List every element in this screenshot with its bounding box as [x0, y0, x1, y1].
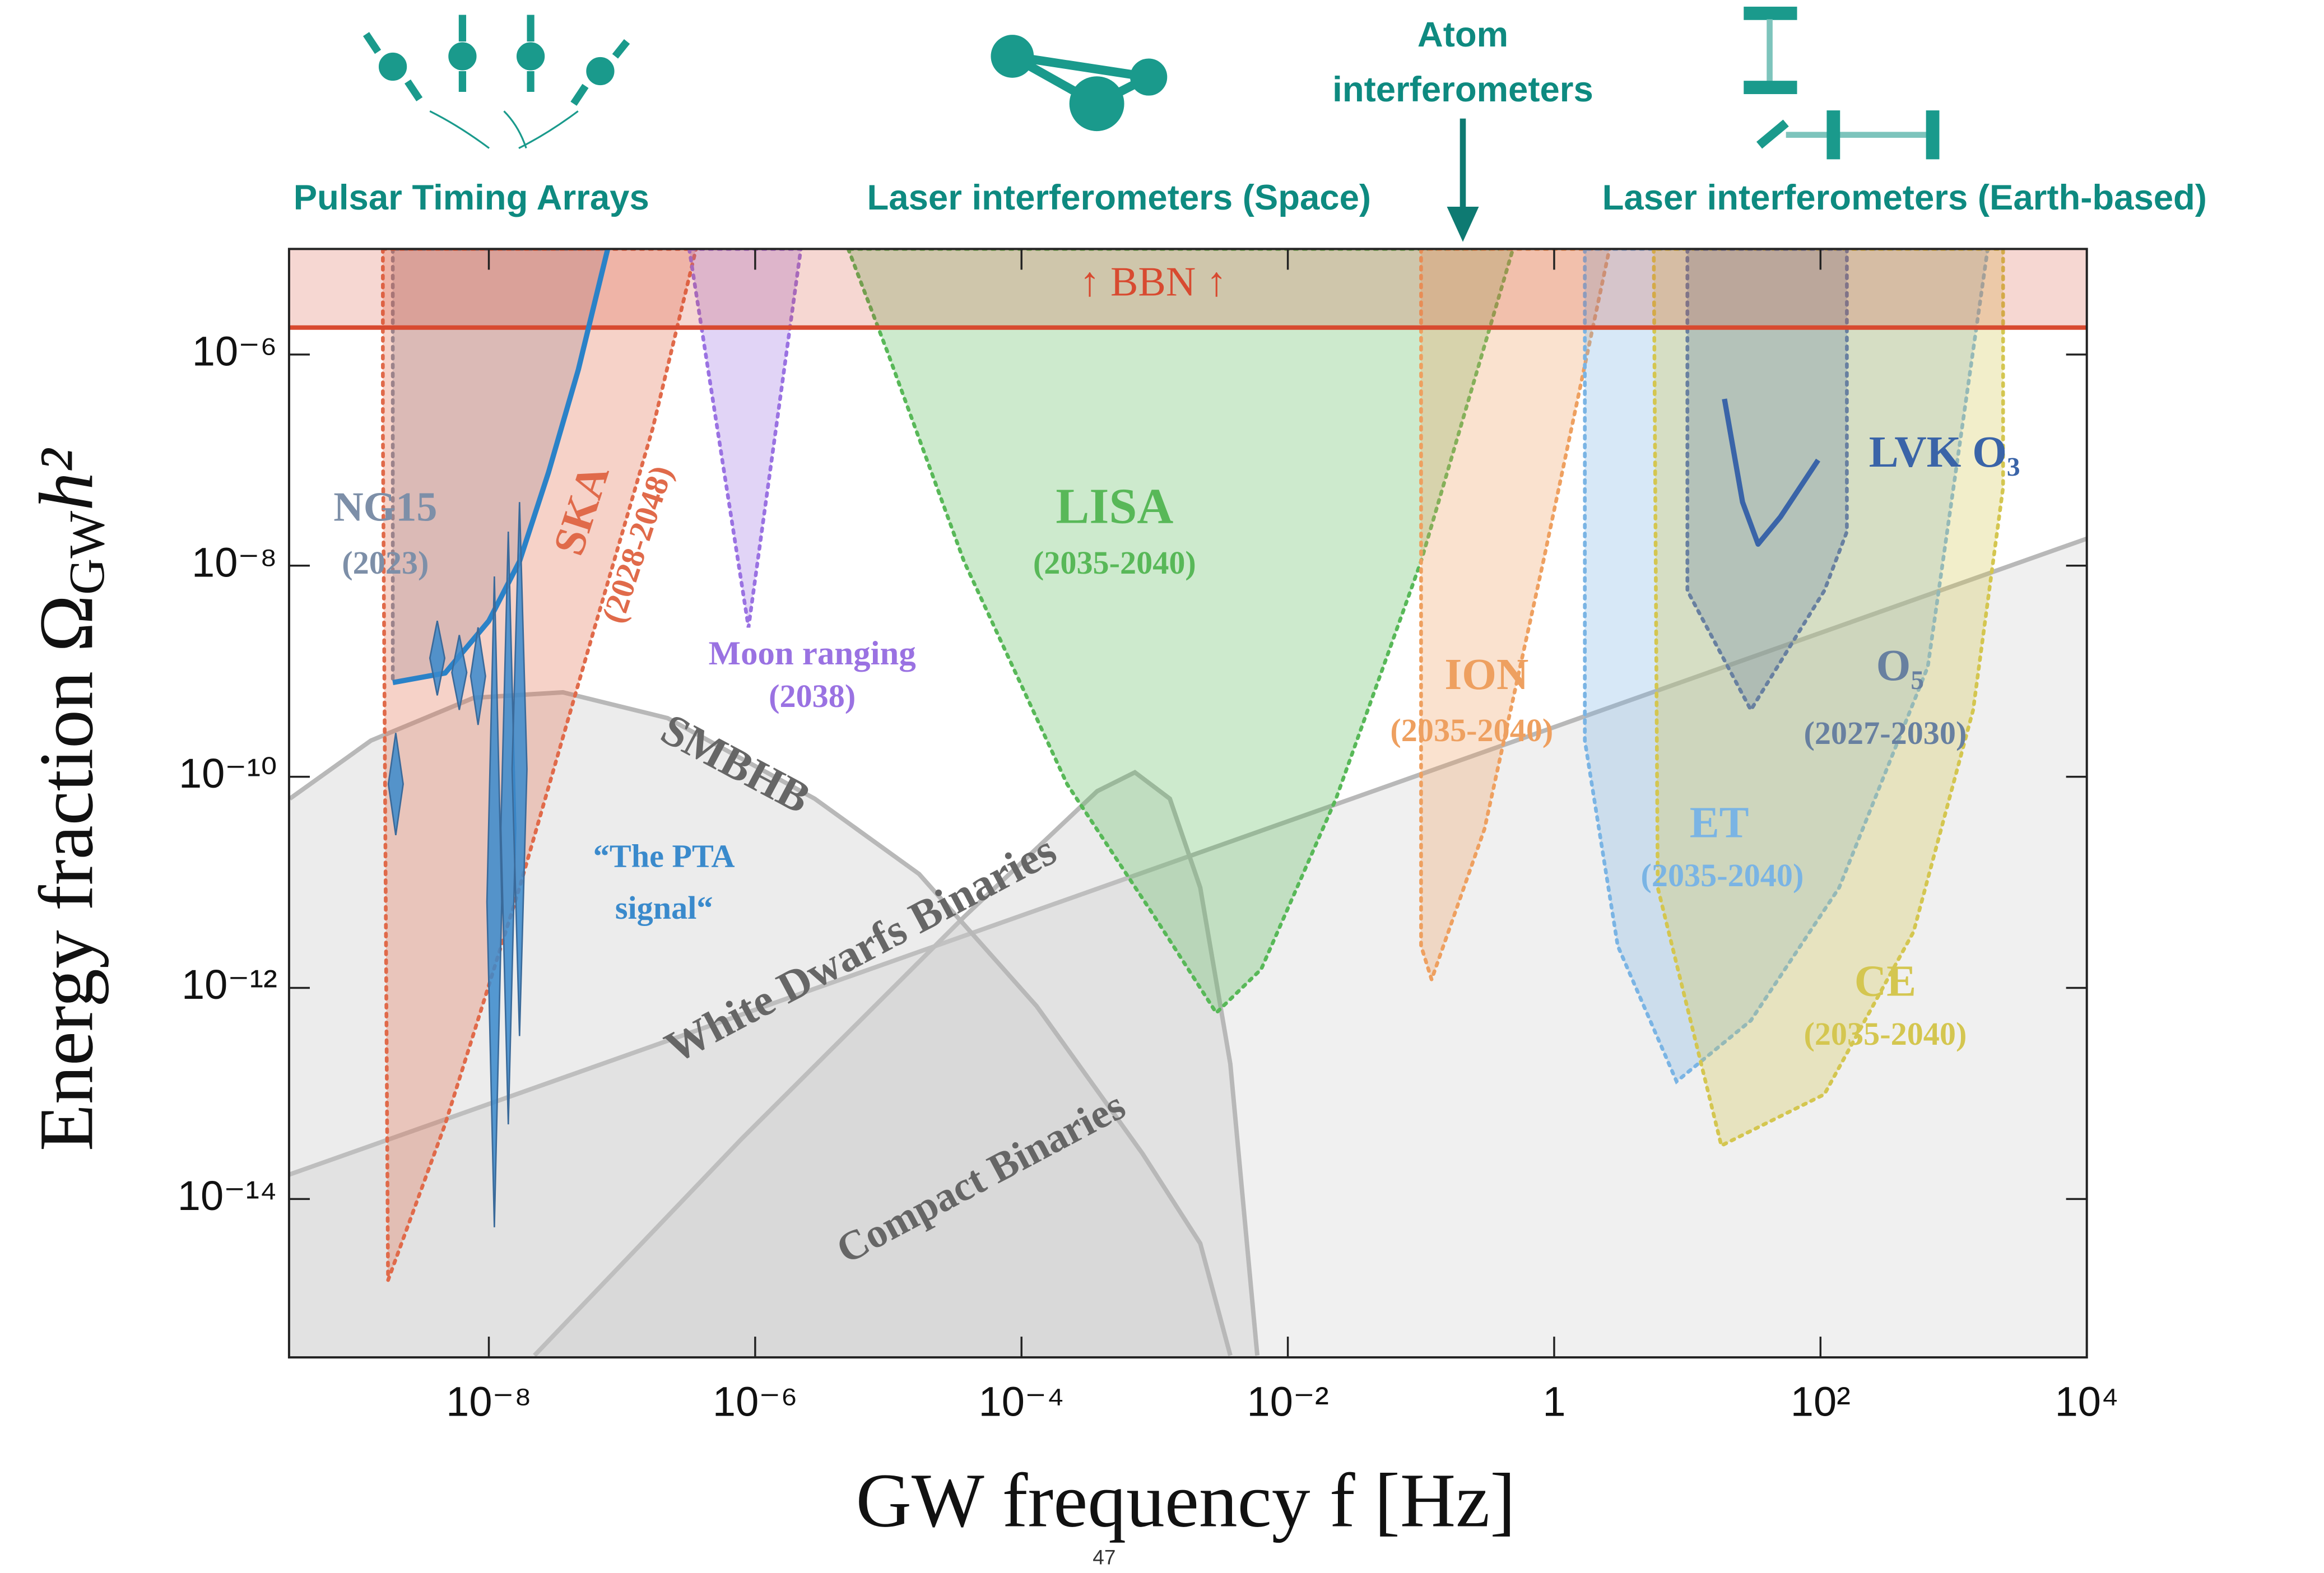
curve-label: LVK O₃ — [1869, 427, 2020, 477]
region-label: (2035-2040) — [1804, 1016, 1967, 1052]
region-label: CE — [1854, 956, 1916, 1006]
region-label: NG15 — [333, 485, 437, 530]
pta-label: signal“ — [615, 890, 713, 926]
plot-area — [289, 249, 2087, 1358]
pta-violin — [511, 502, 528, 1036]
x-tick-label: 10⁻⁸ — [446, 1378, 532, 1425]
y-tick-label: 10⁻¹² — [182, 961, 277, 1008]
sensitivity-region — [1583, 249, 1990, 1085]
space-icon — [991, 35, 1168, 132]
x-tick-label: 10⁻⁴ — [979, 1378, 1065, 1425]
atom-arrow — [1447, 118, 1479, 242]
sensitivity-region — [846, 249, 1515, 1016]
x-tick-label: 1 — [1542, 1378, 1565, 1425]
plot-frame — [287, 248, 2088, 1359]
pta-violin — [470, 627, 486, 725]
x-tick-label: 10⁻² — [1247, 1378, 1329, 1425]
pta-violin — [486, 576, 503, 1227]
region-label: Moon ranging — [709, 635, 916, 672]
sensitivity-region — [381, 249, 698, 1281]
background-fill — [534, 772, 1258, 1358]
y-tick-label: 10⁻¹⁴ — [178, 1172, 277, 1219]
region-label: (2023) — [342, 544, 429, 581]
x-tick-label: 10⁻⁶ — [713, 1378, 798, 1425]
x-tick-label: 10² — [1791, 1378, 1851, 1425]
sensitivity-curve — [1722, 398, 1820, 547]
region-label: ION — [1444, 650, 1528, 699]
background-curve — [289, 690, 1233, 1356]
region-label: (2035-2040) — [1640, 857, 1804, 893]
header-label: Laser interferometers (Earth-based) — [1602, 178, 2207, 217]
region-label: LISA — [1056, 478, 1173, 534]
header-label: interferometers — [1332, 70, 1593, 109]
region-label: O₅ — [1876, 641, 1925, 690]
pta-violin — [387, 733, 404, 835]
y-axis-label-sub: GW — [59, 511, 115, 595]
sensitivity-region — [687, 249, 803, 628]
region-label: (2027-2030) — [1804, 715, 1967, 751]
header-label: Laser interferometers (Space) — [867, 178, 1372, 217]
y-axis-label: Energy fraction ΩGWh² — [23, 448, 115, 1151]
page-number: 47 — [1093, 1546, 1115, 1569]
earth-icon — [1744, 6, 1940, 160]
x-tick-label: 10⁴ — [2055, 1378, 2119, 1425]
pta-violin — [429, 621, 446, 696]
region-label: (2035-2040) — [1390, 712, 1553, 748]
x-axis-label: GW frequency f [Hz] — [856, 1457, 1516, 1543]
pta-icon — [362, 15, 630, 149]
pta-violin — [451, 635, 468, 710]
pta-label: “The PTA — [593, 838, 735, 874]
region-label: (2038) — [769, 678, 856, 714]
y-tick-label: 10⁻⁶ — [192, 328, 277, 374]
background-curve — [533, 770, 1260, 1357]
y-tick-label: 10⁻¹⁰ — [179, 750, 277, 797]
region-label: (2035-2040) — [1033, 544, 1196, 581]
y-axis-label-tail: h² — [23, 448, 109, 511]
background-fill — [289, 538, 2087, 1358]
sensitivity-region — [1419, 249, 1611, 986]
region-label: ET — [1690, 798, 1749, 847]
y-tick-label: 10⁻⁸ — [192, 539, 277, 585]
header-label: Atom — [1417, 15, 1508, 54]
header-label: Pulsar Timing Arrays — [294, 178, 649, 217]
bbn-fill — [289, 249, 2087, 328]
y-axis-label-main: Energy fraction Ω — [23, 595, 109, 1151]
sensitivity-region — [1685, 249, 1849, 714]
bbn-label: ↑ BBN ↑ — [1079, 259, 1226, 305]
